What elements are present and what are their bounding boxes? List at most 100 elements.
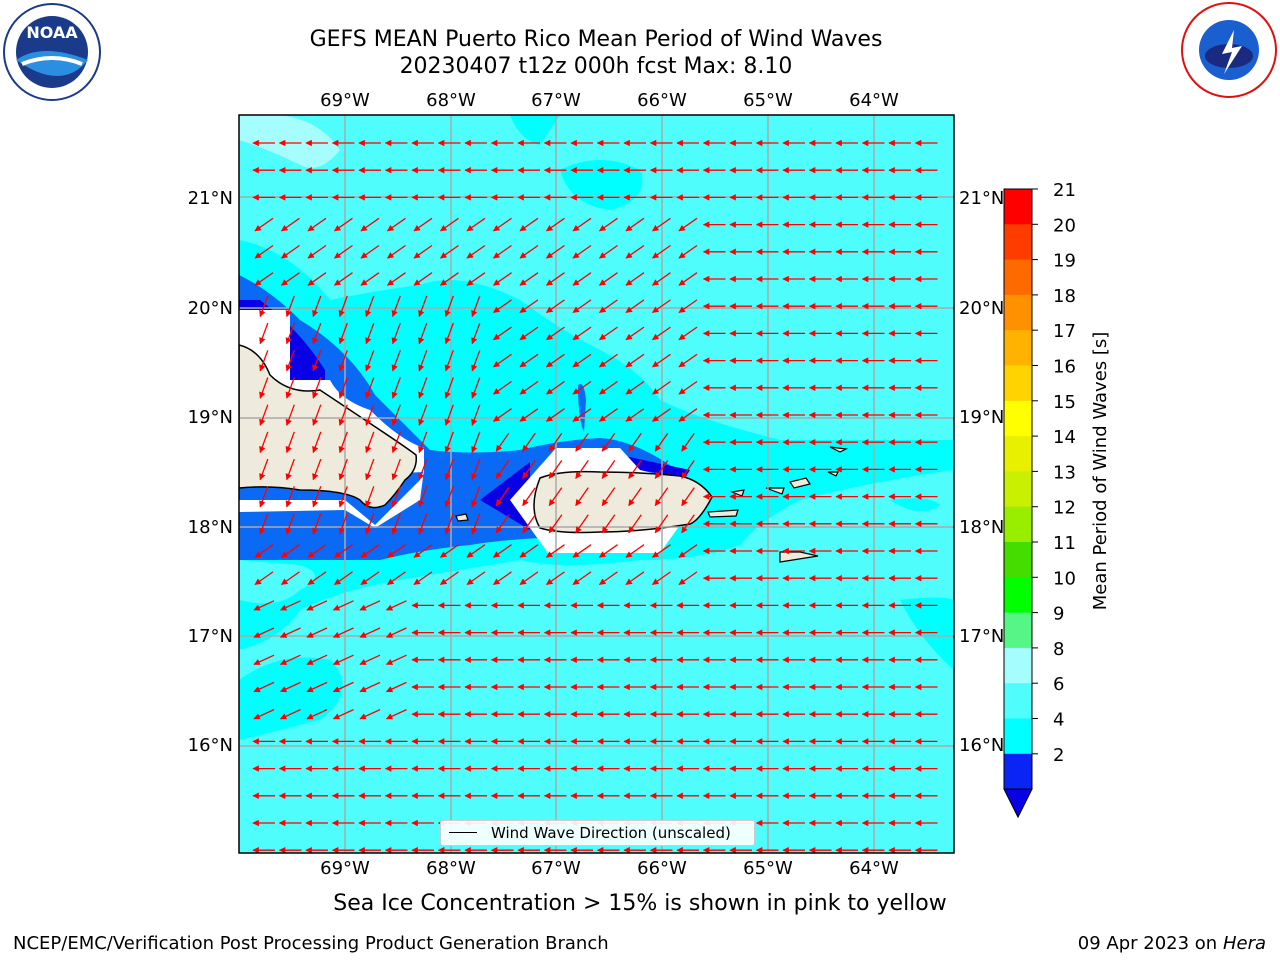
wave-direction-arrow — [360, 217, 380, 232]
colorbar-segment — [1004, 506, 1032, 543]
wave-direction-arrow — [254, 244, 274, 259]
wave-direction-arrow — [359, 709, 381, 720]
wave-direction-arrow — [306, 681, 328, 693]
wave-direction-arrow — [625, 217, 645, 232]
wave-direction-arrow — [338, 350, 348, 372]
lat-labels-right: 21°N 20°N 19°N 18°N 17°N 16°N — [959, 188, 1004, 756]
wave-direction-arrow — [391, 404, 401, 426]
wave-direction-arrow — [598, 217, 618, 232]
wave-direction-arrow — [307, 217, 327, 232]
wave-direction-arrow — [575, 514, 589, 534]
lat-label: 18°N — [188, 517, 233, 538]
wave-direction-arrow — [439, 244, 459, 259]
wave-direction-arrow — [522, 432, 536, 452]
wave-direction-arrow — [519, 408, 539, 422]
wave-direction-arrow — [359, 681, 381, 693]
wave-direction-arrow — [312, 322, 322, 345]
wave-direction-arrow — [385, 709, 407, 720]
wave-direction-arrow — [391, 295, 401, 318]
lat-label: 18°N — [959, 517, 1004, 538]
wave-direction-arrow — [572, 272, 592, 286]
wave-direction-arrow — [522, 487, 536, 507]
wave-direction-arrow — [338, 458, 348, 481]
wave-direction-arrow — [522, 460, 536, 479]
wave-direction-arrow — [285, 458, 295, 481]
colorbar-segment — [1004, 224, 1032, 261]
wave-direction-arrow — [601, 487, 616, 507]
wave-direction-arrow — [444, 404, 454, 426]
lon-label: 68°W — [426, 858, 476, 879]
colorbar-tick-label: 4 — [1053, 710, 1064, 731]
wave-direction-arrow — [625, 299, 645, 314]
colorbar-tick-label: 16 — [1053, 357, 1076, 378]
colorbar-segment — [1004, 189, 1032, 225]
wave-direction-arrow — [332, 600, 354, 611]
lat-label: 16°N — [959, 735, 1004, 756]
wave-direction-arrow — [285, 350, 295, 372]
colorbar-tick-label: 11 — [1053, 533, 1076, 554]
wave-direction-arrow — [601, 514, 616, 534]
wave-direction-arrow — [338, 486, 348, 508]
colorbar-tick-label: 21 — [1053, 180, 1076, 201]
lon-label: 67°W — [531, 858, 581, 879]
wave-direction-arrow — [418, 322, 428, 345]
wave-direction-arrow — [678, 353, 698, 368]
wave-direction-arrow — [651, 299, 671, 314]
lon-label: 69°W — [320, 90, 370, 111]
wave-direction-arrow — [280, 272, 300, 286]
wave-direction-arrow — [259, 322, 269, 345]
wave-direction-arrow — [598, 408, 618, 422]
wave-direction-arrow — [418, 377, 428, 399]
sea-ice-note: Sea Ice Concentration > 15% is shown in … — [333, 891, 947, 916]
wave-direction-arrow — [306, 709, 328, 720]
lat-label: 21°N — [188, 188, 233, 209]
wave-direction-arrow — [471, 458, 481, 481]
wave-direction-arrow — [651, 244, 671, 259]
lat-label: 20°N — [959, 298, 1004, 319]
wave-direction-arrow — [279, 681, 301, 693]
wave-direction-arrow — [681, 460, 695, 479]
wave-direction-arrow — [413, 217, 433, 232]
cyan-region — [510, 115, 560, 145]
lat-label: 20°N — [188, 298, 233, 319]
wave-direction-arrow — [598, 353, 618, 368]
wave-direction-arrow — [391, 458, 401, 481]
lon-label: 66°W — [637, 858, 687, 879]
wave-direction-arrow — [495, 460, 510, 479]
wave-direction-arrow — [312, 404, 322, 426]
wave-direction-arrow — [312, 486, 322, 508]
wave-direction-arrow — [312, 513, 322, 535]
wave-direction-arrow — [471, 486, 481, 508]
wave-direction-arrow — [625, 326, 645, 341]
wave-direction-arrow — [444, 513, 454, 535]
wave-direction-arrow — [575, 432, 589, 452]
wave-direction-arrow — [651, 571, 671, 586]
wave-direction-arrow — [280, 544, 300, 558]
wave-direction-arrow — [254, 272, 274, 286]
colorbar-segment — [1004, 753, 1032, 790]
wave-direction-arrow — [492, 571, 512, 586]
wave-direction-arrow — [444, 350, 454, 372]
wave-direction-arrow — [519, 544, 539, 558]
wave-direction-arrow — [285, 377, 295, 399]
wave-direction-arrow — [391, 377, 401, 399]
colorbar-frame — [1003, 188, 1033, 790]
lon-labels-top: 69°W 68°W 67°W 66°W 65°W 64°W — [320, 90, 899, 111]
wave-direction-arrow — [306, 600, 328, 611]
wave-direction-arrow — [254, 571, 274, 586]
wave-direction-arrow — [651, 326, 671, 341]
wave-direction-arrow — [338, 513, 348, 535]
wave-direction-arrow — [359, 600, 381, 611]
wave-direction-arrow — [259, 350, 269, 372]
wave-direction-arrow — [548, 432, 563, 452]
lon-label: 65°W — [743, 858, 793, 879]
grid-lines — [239, 115, 954, 853]
wave-direction-arrow — [651, 380, 671, 395]
wave-direction-arrow — [360, 272, 380, 286]
wave-direction-arrow — [492, 326, 512, 341]
wave-direction-arrow — [678, 217, 698, 232]
wave-direction-arrow — [365, 350, 375, 372]
wave-direction-arrow — [575, 487, 589, 507]
wave-direction-arrow — [413, 244, 433, 259]
wave-direction-arrow — [575, 460, 589, 479]
